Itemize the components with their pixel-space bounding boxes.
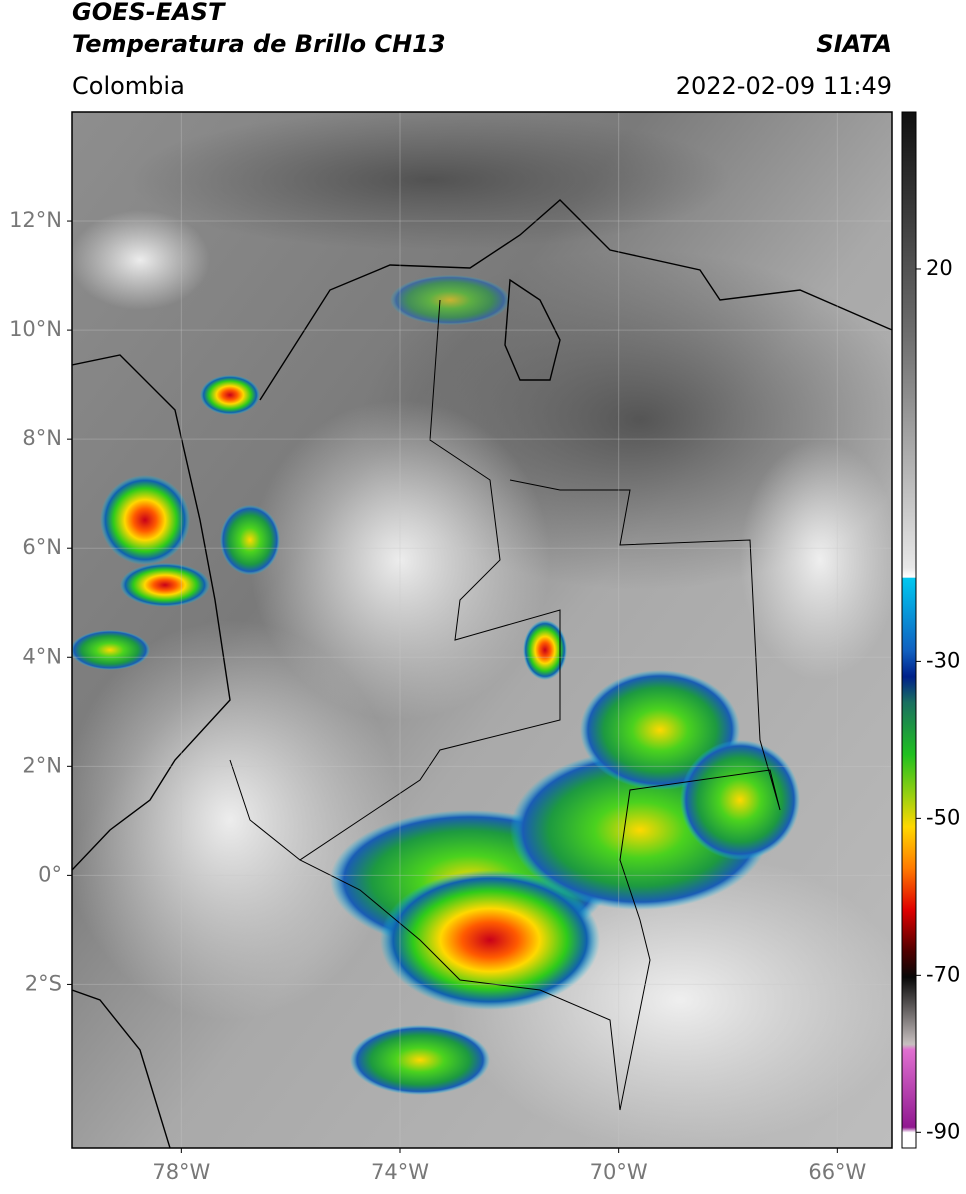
colorbar-tick-label: 20 [926, 256, 953, 280]
national-border [229, 299, 781, 1111]
lon-tick-label: 74°W [371, 1160, 429, 1184]
convective-cloud [200, 375, 260, 415]
subtitle: Temperatura de Brillo CH13 [72, 30, 446, 58]
title: GOES-EAST [72, 0, 226, 26]
cloud [72, 620, 400, 1020]
colorbar-tick-label: -70 [926, 962, 960, 986]
colorbar-tick-label: -30 [926, 648, 960, 672]
cloud [72, 210, 210, 310]
convective-cloud [380, 870, 600, 1010]
convective-cloud [523, 620, 567, 680]
convective-cloud [120, 563, 210, 607]
clear-sky [130, 112, 730, 250]
datetime: 2022-02-09 11:49 [676, 72, 892, 100]
convective-cloud [100, 475, 190, 565]
colorbar-tick-label: -50 [926, 805, 960, 829]
cloud [250, 400, 550, 720]
lat-tick-label: 0° [38, 862, 62, 886]
lat-tick-label: 8°N [22, 426, 62, 450]
lon-tick-label: 78°W [152, 1160, 210, 1184]
lon-tick-label: 66°W [808, 1160, 866, 1184]
lat-tick-label: 10°N [9, 317, 62, 341]
convective-cloud [72, 630, 150, 670]
convective-cloud [220, 505, 280, 575]
convective-cloud [680, 740, 800, 860]
coastline [72, 199, 892, 1148]
map-imagery [72, 112, 892, 1148]
colorbar [901, 111, 917, 1149]
region: Colombia [72, 72, 185, 100]
agency: SIATA [816, 30, 892, 58]
graticule [72, 112, 892, 1148]
lat-tick-label: 6°N [22, 535, 62, 559]
convective-cloud [350, 1025, 490, 1095]
lon-tick-label: 70°W [590, 1160, 648, 1184]
lat-tick-label: 4°N [22, 644, 62, 668]
cloud [740, 440, 892, 680]
lat-tick-label: 12°N [9, 208, 62, 232]
colorbar-tick-label: -90 [926, 1119, 960, 1143]
lat-tick-label: 2°N [22, 753, 62, 777]
convective-cloud [390, 275, 510, 325]
map-frame [71, 111, 893, 1149]
lat-tick-label: 2°S [25, 971, 62, 995]
